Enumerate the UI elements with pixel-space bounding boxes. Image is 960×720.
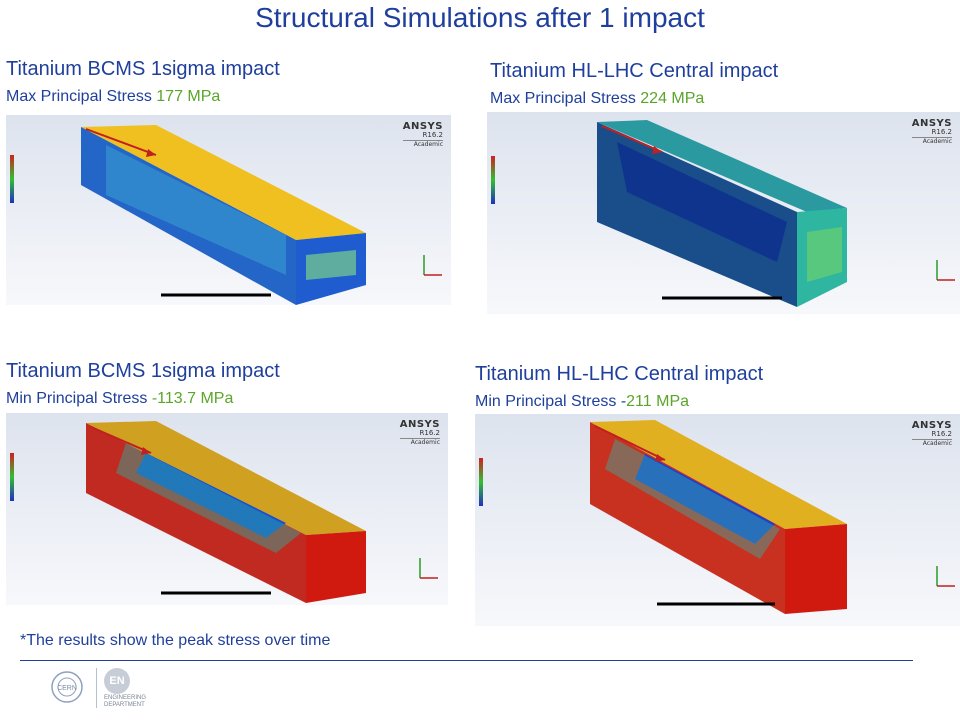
- cern-logo-text: CERN: [57, 685, 77, 692]
- en-logo-icon: EN: [104, 668, 130, 694]
- ansys-version: R16.2: [422, 131, 443, 139]
- ansys-edition: Academic: [911, 137, 952, 145]
- footer-divider: [20, 660, 913, 661]
- panel-4-simulation-image: ANSYS R16.2 Academic: [475, 414, 960, 626]
- panel-4-heading: Titanium HL-LHC Central impact: [475, 363, 764, 385]
- panel-4-ansys-logo: ANSYS R16.2 Academic: [911, 420, 952, 447]
- cern-logo-icon: CERN: [51, 671, 83, 703]
- panel-4-stress-value: 211 MPa: [626, 393, 690, 410]
- panel-3-subtitle-prefix: Min Principal Stress: [6, 390, 152, 407]
- panel-3-simulation-image: ANSYS R16.2 Academic: [6, 413, 448, 605]
- panel-1-stress-value: 177 MPa: [156, 88, 221, 105]
- panel-1-ansys-logo: ANSYS R16.2 Academic: [402, 121, 443, 148]
- panel-3-heading: Titanium BCMS 1sigma impact: [6, 360, 280, 382]
- panel-3-ansys-logo: ANSYS R16.2 Academic: [399, 419, 440, 446]
- panel-2-subtitle: Max Principal Stress 224 MPa: [490, 90, 704, 108]
- ansys-edition: Academic: [911, 439, 952, 447]
- panel-2-subtitle-prefix: Max Principal Stress: [490, 90, 641, 107]
- panel-1-heading: Titanium BCMS 1sigma impact: [6, 58, 280, 80]
- panel-4-subtitle-prefix: Min Principal Stress -: [475, 393, 627, 410]
- ansys-brand: ANSYS: [911, 118, 952, 129]
- ansys-edition: Academic: [402, 140, 443, 148]
- ansys-version: R16.2: [931, 430, 952, 438]
- panel-4-subtitle: Min Principal Stress -211 MPa: [475, 393, 689, 411]
- panel-3-subtitle: Min Principal Stress -113.7 MPa: [6, 390, 233, 408]
- ansys-version: R16.2: [419, 429, 440, 437]
- panel-1-simulation-image: ANSYS R16.2 Academic: [6, 115, 451, 305]
- ansys-brand: ANSYS: [399, 419, 440, 430]
- ansys-brand: ANSYS: [402, 121, 443, 132]
- engineering-department-label: ENGINEERING DEPARTMENT: [104, 695, 146, 709]
- department-line-2: DEPARTMENT: [104, 702, 145, 708]
- panel-2-heading: Titanium HL-LHC Central impact: [490, 60, 779, 82]
- panel-2-ansys-logo: ANSYS R16.2 Academic: [911, 118, 952, 145]
- department-line-1: ENGINEERING: [104, 695, 147, 701]
- ansys-brand: ANSYS: [911, 420, 952, 431]
- logo-separator: [96, 668, 97, 708]
- ansys-version: R16.2: [931, 128, 952, 136]
- results-footnote: *The results show the peak stress over t…: [20, 632, 331, 649]
- ansys-edition: Academic: [399, 438, 440, 446]
- panel-1-subtitle-prefix: Max Principal Stress: [6, 88, 157, 105]
- slide-title: Structural Simulations after 1 impact: [255, 2, 705, 33]
- panel-2-simulation-image: ANSYS R16.2 Academic: [487, 112, 960, 314]
- panel-1-subtitle: Max Principal Stress 177 MPa: [6, 88, 220, 106]
- panel-3-stress-value: -113.7 MPa: [151, 390, 234, 407]
- panel-2-stress-value: 224 MPa: [640, 90, 705, 107]
